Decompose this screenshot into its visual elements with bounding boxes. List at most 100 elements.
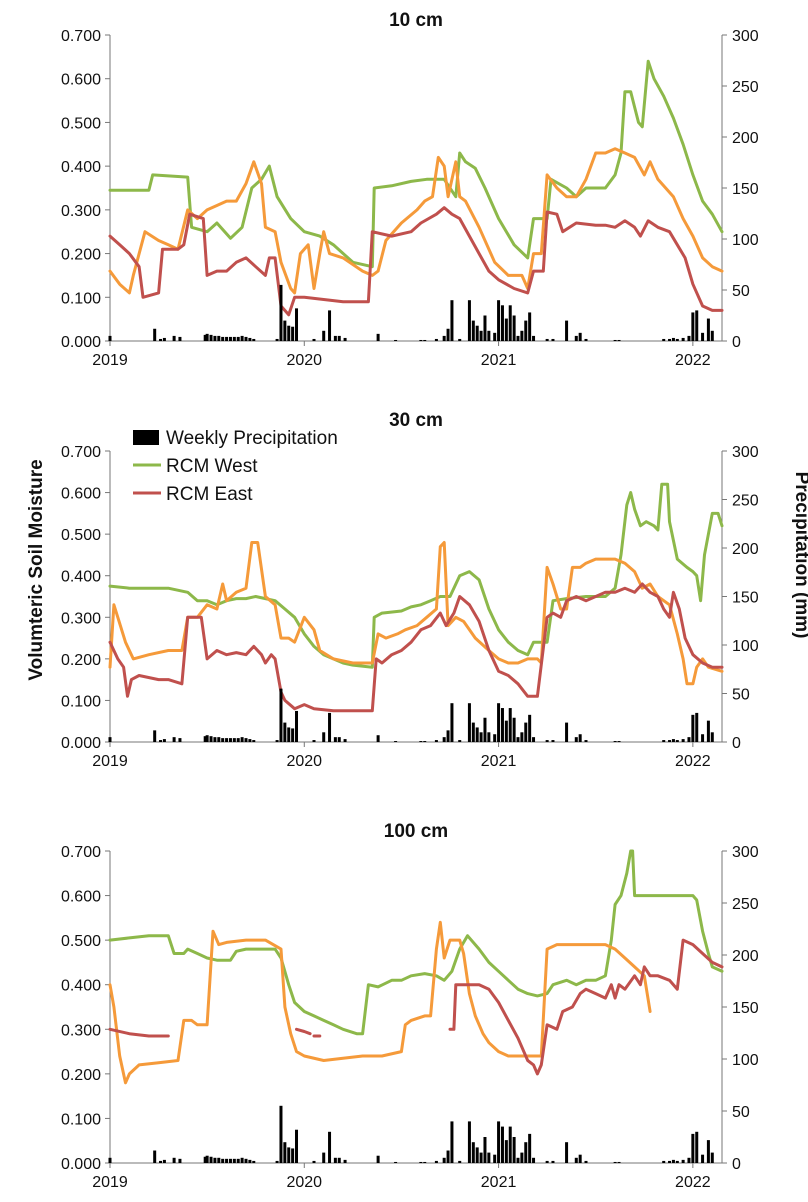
precipitation-bar: [153, 328, 157, 341]
y-right-tick-label: 300: [732, 28, 759, 45]
precipitation-bar: [322, 330, 326, 341]
precipitation-bar: [252, 338, 256, 341]
y-right-tick-label: 150: [732, 181, 759, 198]
precipitation-bar: [458, 1160, 462, 1163]
precipitation-bar: [479, 330, 483, 341]
y-left-tick-label: 0.300: [61, 203, 101, 220]
precipitation-bar: [328, 712, 332, 742]
precipitation-bar: [528, 714, 532, 742]
precipitation-bar: [442, 1157, 446, 1163]
precipitation-bar: [394, 1161, 398, 1163]
precipitation-bar: [475, 325, 479, 341]
precipitation-bar: [172, 335, 176, 341]
precipitation-bar: [487, 732, 491, 742]
x-tick-label: 2019: [92, 352, 128, 369]
precipitation-bar: [662, 740, 666, 742]
precipitation-bar: [291, 326, 295, 341]
precipitation-bar: [574, 335, 578, 341]
precipitation-bar: [545, 1160, 549, 1163]
precipitation-bar: [565, 722, 569, 742]
precipitation-bar: [471, 1142, 475, 1163]
x-tick-label: 2021: [481, 352, 517, 369]
orange-series-line: [108, 541, 724, 686]
precipitation-bar: [687, 737, 691, 742]
precipitation-bar: [551, 740, 555, 742]
precipitation-bar: [159, 740, 163, 742]
precipitation-bar: [467, 703, 471, 742]
precipitation-bar: [376, 1155, 380, 1163]
precipitation-bar: [487, 330, 491, 341]
precipitation-bar: [295, 710, 299, 742]
precipitation-bar: [706, 720, 710, 742]
y-left-tick-label: 0.600: [61, 72, 101, 89]
precipitation-bar: [446, 1150, 450, 1163]
precipitation-bar: [153, 730, 157, 742]
rcm-west-line: [108, 849, 724, 1036]
y-left-tick-label: 0.300: [61, 1022, 101, 1039]
precipitation-bar: [236, 738, 240, 742]
x-tick-label: 2022: [675, 1174, 711, 1191]
precipitation-bar: [508, 708, 512, 742]
precipitation-bar: [203, 736, 207, 742]
precipitation-bar: [442, 335, 446, 341]
precipitation-bar: [333, 1157, 337, 1163]
precipitation-bar: [252, 740, 256, 742]
precipitation-bar: [613, 339, 617, 341]
precipitation-bar: [205, 1155, 209, 1163]
y-right-tick-label: 50: [732, 1104, 750, 1121]
precipitation-bar: [500, 1126, 504, 1163]
precipitation-bar: [532, 737, 536, 742]
precipitation-bar: [159, 1160, 163, 1163]
precipitation-bar: [283, 1142, 287, 1163]
precipitation-bar: [376, 333, 380, 341]
precipitation-bar: [497, 703, 501, 742]
precipitation-bar: [493, 734, 497, 742]
precipitation-bar: [228, 1158, 232, 1163]
precipitation-bar: [178, 738, 182, 742]
precipitation-bar: [528, 312, 532, 341]
precipitation-bar: [434, 1160, 438, 1163]
precipitation-bar: [225, 1158, 229, 1163]
y-right-tick-label: 50: [732, 687, 750, 704]
precipitation-bar: [337, 737, 341, 742]
rcm-east-line: [108, 582, 724, 713]
precipitation-bar: [376, 735, 380, 742]
precipitation-bar: [343, 337, 347, 341]
y-left-tick-label: 0.100: [61, 1111, 101, 1128]
rcm-east-line: [448, 938, 724, 1076]
precipitation-bar: [504, 720, 508, 742]
precipitation-bar: [508, 305, 512, 341]
y-right-tick-label: 250: [732, 493, 759, 510]
panel-title: 100 cm: [384, 821, 448, 842]
precipitation-bar: [512, 717, 516, 742]
precipitation-bar: [551, 338, 555, 341]
precipitation-bar: [479, 1152, 483, 1163]
precipitation-bar: [312, 1160, 316, 1163]
precipitation-bar: [328, 310, 332, 341]
precipitation-bar: [691, 312, 695, 341]
precipitation-bar: [275, 338, 279, 341]
precipitation-bar: [236, 1158, 240, 1163]
precipitation-bar: [695, 712, 699, 742]
precipitation-bar: [221, 336, 225, 341]
precipitation-bar: [423, 741, 427, 742]
precipitation-bar: [471, 320, 475, 341]
precipitation-bar: [240, 737, 244, 742]
precipitation-bar: [671, 739, 675, 742]
precipitation-bar: [162, 739, 166, 742]
precipitation-bar: [205, 735, 209, 742]
precipitation-bar: [434, 740, 438, 742]
y-left-tick-label: 0.600: [61, 889, 101, 906]
precipitation-bar: [691, 714, 695, 742]
y-right-tick-label: 300: [732, 444, 759, 461]
precipitation-bar: [520, 732, 524, 742]
y-right-tick-label: 100: [732, 232, 759, 249]
precipitation-bar: [701, 1154, 705, 1163]
y-right-tick-label: 300: [732, 844, 759, 861]
precipitation-bar: [240, 1157, 244, 1163]
y-left-tick-label: 0.000: [61, 735, 101, 752]
precipitation-bar: [668, 338, 672, 341]
precipitation-bar: [497, 1121, 501, 1163]
precipitation-bar: [524, 320, 528, 341]
precipitation-bar: [504, 318, 508, 341]
